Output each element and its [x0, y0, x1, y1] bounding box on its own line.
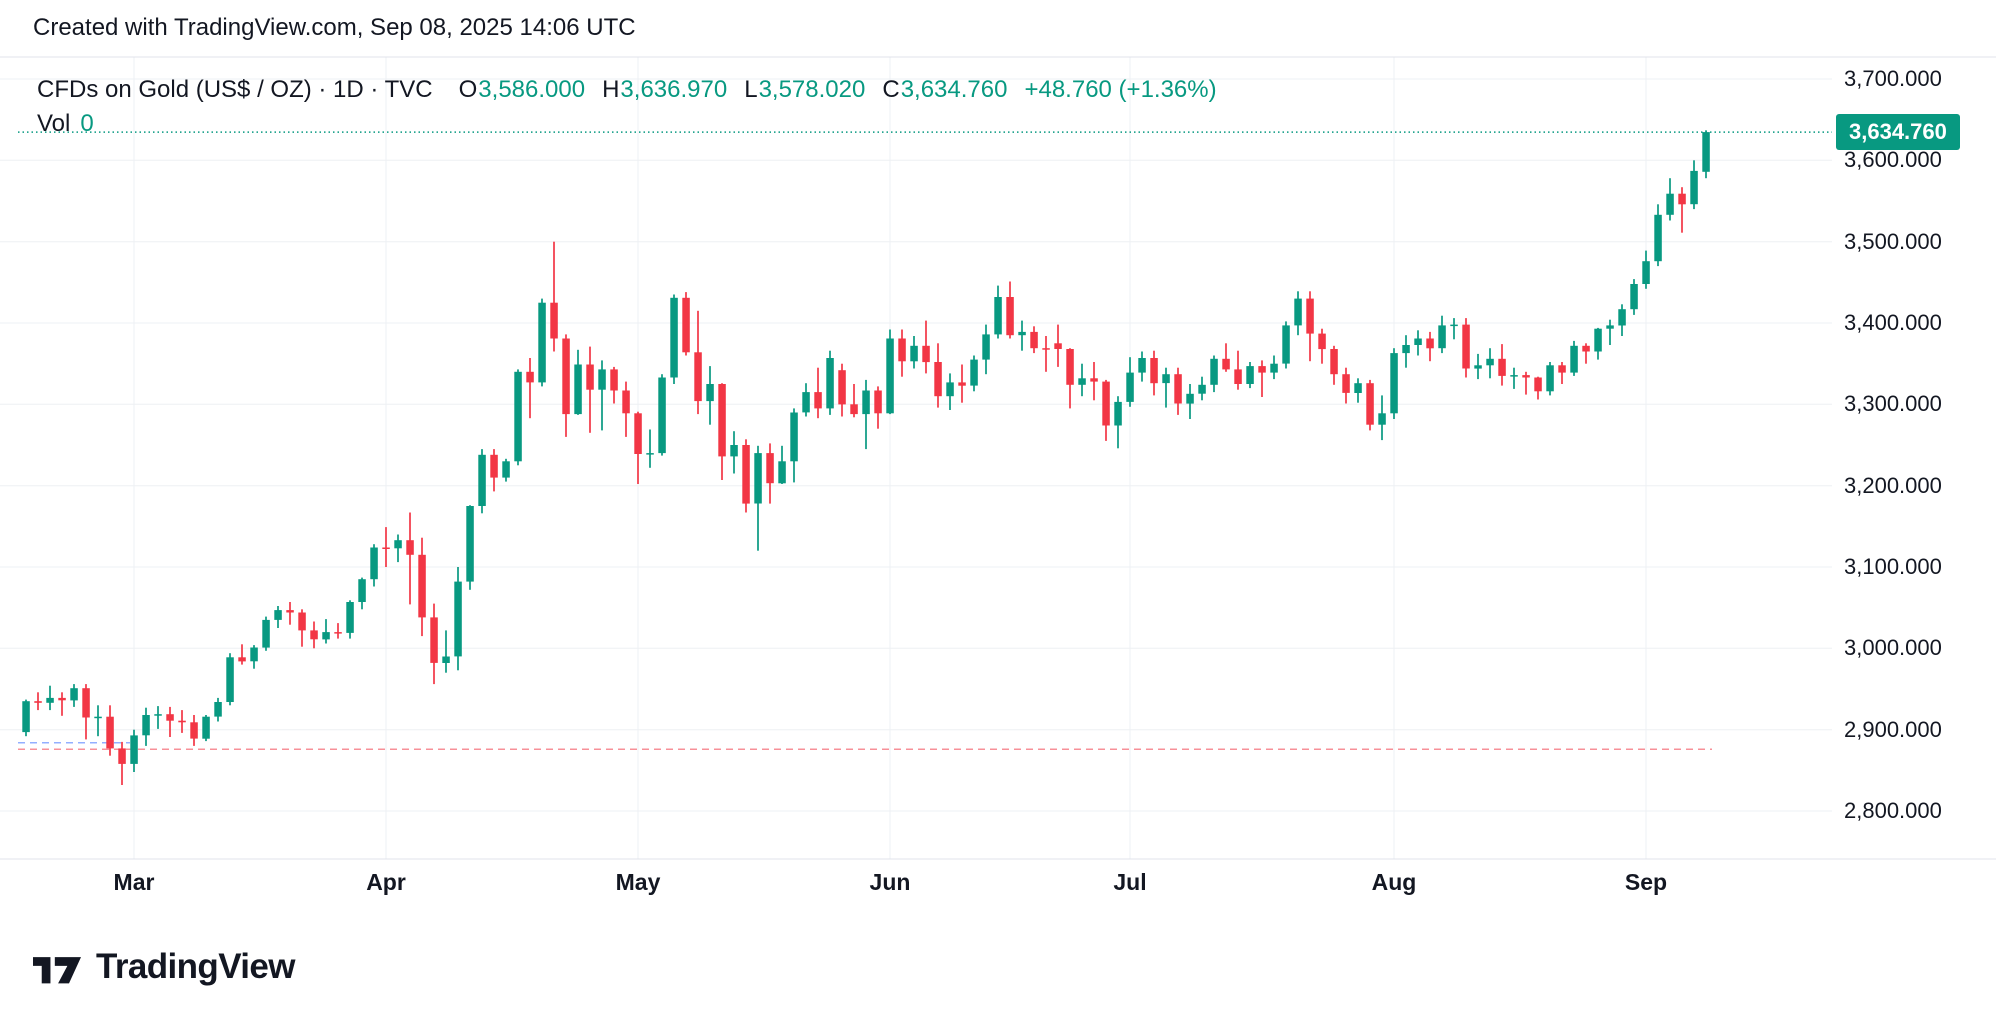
last-price-badge: 3,634.760 [1836, 114, 1960, 151]
ohlc-low-label: L [744, 76, 758, 103]
price-tick-label: 3,500.000 [1844, 228, 1942, 254]
tradingview-wordmark[interactable]: TradingView [96, 947, 296, 986]
price-tick-label: 2,800.000 [1844, 798, 1942, 823]
symbol-title: CFDs on Gold (US$ / OZ) · 1D · TVC [37, 76, 433, 103]
symbol-legend: CFDs on Gold (US$ / OZ) · 1D · TVC O3,586… [37, 76, 1217, 104]
month-tick-label: Aug [1371, 869, 1417, 895]
ohlc-open-value: 3,586.000 [478, 76, 586, 103]
ohlc-high-label: H [602, 76, 620, 103]
month-tick-label: May [615, 869, 661, 895]
ohlc-low-value: 3,578.020 [758, 76, 866, 103]
price-tick-label: 3,400.000 [1844, 310, 1942, 335]
change-text: +48.760 (+1.36%) [1024, 76, 1217, 103]
volume-row: Vol 0 [37, 110, 94, 138]
volume-value: 0 [80, 110, 94, 137]
month-tick-label: Jul [1113, 869, 1147, 895]
price-tick-label: 3,700.000 [1844, 66, 1942, 91]
month-tick-label: Jun [869, 869, 911, 895]
tradingview-footer[interactable]: TradingView [33, 942, 296, 992]
price-tick-label: 2,900.000 [1844, 716, 1942, 742]
price-tick-label: 3,300.000 [1844, 391, 1942, 417]
month-tick-label: Apr [366, 869, 406, 895]
month-tick-label: Mar [113, 869, 155, 895]
price-tick-label: 3,100.000 [1844, 554, 1942, 579]
tradingview-logo-icon[interactable] [33, 950, 81, 984]
snapshot-attribution: Created with TradingView.com, Sep 08, 20… [33, 14, 636, 41]
ohlc-open-label: O [458, 76, 478, 103]
ohlc-close-label: C [882, 76, 900, 103]
ohlc-close-value: 3,634.760 [900, 76, 1008, 103]
ohlc-high-value: 3,636.970 [620, 76, 728, 103]
price-tick-label: 3,200.000 [1844, 472, 1942, 498]
price-tick-label: 3,600.000 [1844, 147, 1942, 173]
month-tick-label: Sep [1624, 869, 1668, 895]
volume-label: Vol [37, 110, 71, 137]
price-tick-label: 3,000.000 [1844, 635, 1942, 661]
